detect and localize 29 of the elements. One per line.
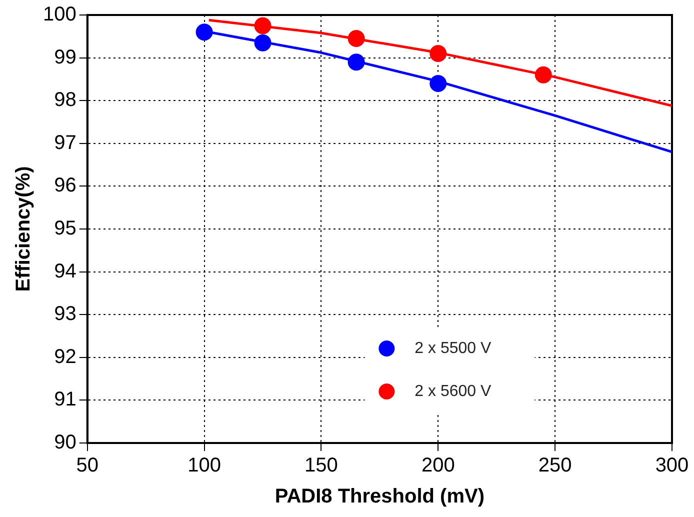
point — [348, 30, 365, 48]
point — [196, 24, 213, 41]
y-tick-label: 93 — [54, 303, 76, 326]
y-tick-label: 90 — [54, 432, 76, 454]
y-tick-label: 99 — [54, 46, 76, 68]
x-tick-label: 200 — [421, 454, 455, 477]
point — [430, 45, 447, 62]
x-axis-title: PADI8 Threshold (mV) — [274, 486, 485, 508]
x-tick-label: 250 — [538, 454, 572, 477]
x-tick-label: 50 — [76, 454, 98, 477]
y-tick-label: 100 — [42, 4, 76, 26]
point — [534, 66, 552, 84]
y-axis-title: Efficiency(%) — [12, 166, 35, 292]
point — [348, 54, 365, 71]
y-tick-label: 91 — [54, 388, 76, 411]
legend-label: 2 x 5600 V — [414, 382, 492, 400]
point — [254, 17, 272, 34]
y-tick-label: 95 — [54, 218, 76, 240]
point — [254, 34, 272, 52]
x-tick-label: 300 — [655, 454, 689, 477]
y-tick-label: 97 — [54, 132, 76, 154]
x-tick-label: 150 — [304, 454, 338, 477]
y-tick-label: 94 — [54, 260, 76, 282]
point — [430, 74, 447, 92]
y-tick-label: 98 — [54, 89, 76, 112]
y-tick-label: 92 — [54, 346, 76, 368]
y-tick-label: 96 — [54, 174, 76, 197]
legend-label: 2 x 5500 V — [414, 340, 492, 357]
x-tick-label: 100 — [188, 454, 221, 477]
